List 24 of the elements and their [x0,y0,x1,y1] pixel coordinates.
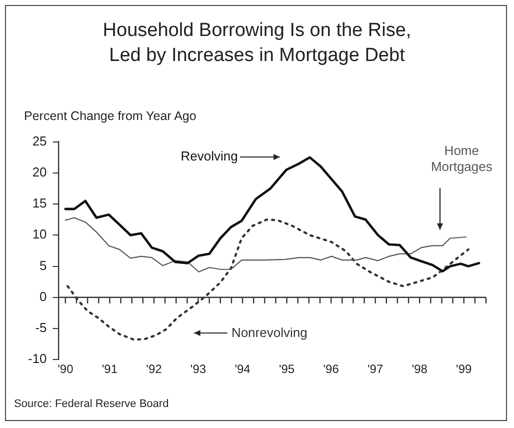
y-tick-label: 0 [40,288,47,304]
text: Home Mortgages [430,142,493,174]
y-tick-label: 5 [40,258,47,273]
y-tick-label: 20 [32,164,47,180]
x-tick-label: '95 [278,362,295,376]
y-tick-label: -10 [28,351,47,366]
x-tick-label: '97 [368,362,384,376]
x-tick-label: '99 [456,362,472,376]
text: Revolving [180,148,238,164]
x-tick-label: '90 [58,362,74,376]
x-tick-label: '96 [323,362,340,376]
y-axis-title: Percent Change from Year Ago [24,109,196,123]
chart-title: Household Borrowing Is on the Rise, Led by Increases in Mortgage Debt [102,19,412,68]
x-tick-label: '92 [146,362,162,376]
y-tick-label: 25 [32,133,47,148]
x-tick-label: '91 [102,362,118,376]
x-tick-label: '98 [412,362,428,376]
y-tick-label: 15 [32,196,47,211]
source-note: Source: Federal Reserve Board [14,398,169,410]
text: Nonrevolving [231,325,308,340]
x-tick-label: '94 [234,362,251,376]
y-tick-label: 10 [32,226,47,242]
y-tick-label: -5 [35,320,47,336]
x-tick-label: '93 [190,362,206,376]
